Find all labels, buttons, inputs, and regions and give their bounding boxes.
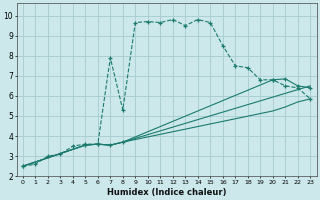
X-axis label: Humidex (Indice chaleur): Humidex (Indice chaleur) bbox=[107, 188, 226, 197]
